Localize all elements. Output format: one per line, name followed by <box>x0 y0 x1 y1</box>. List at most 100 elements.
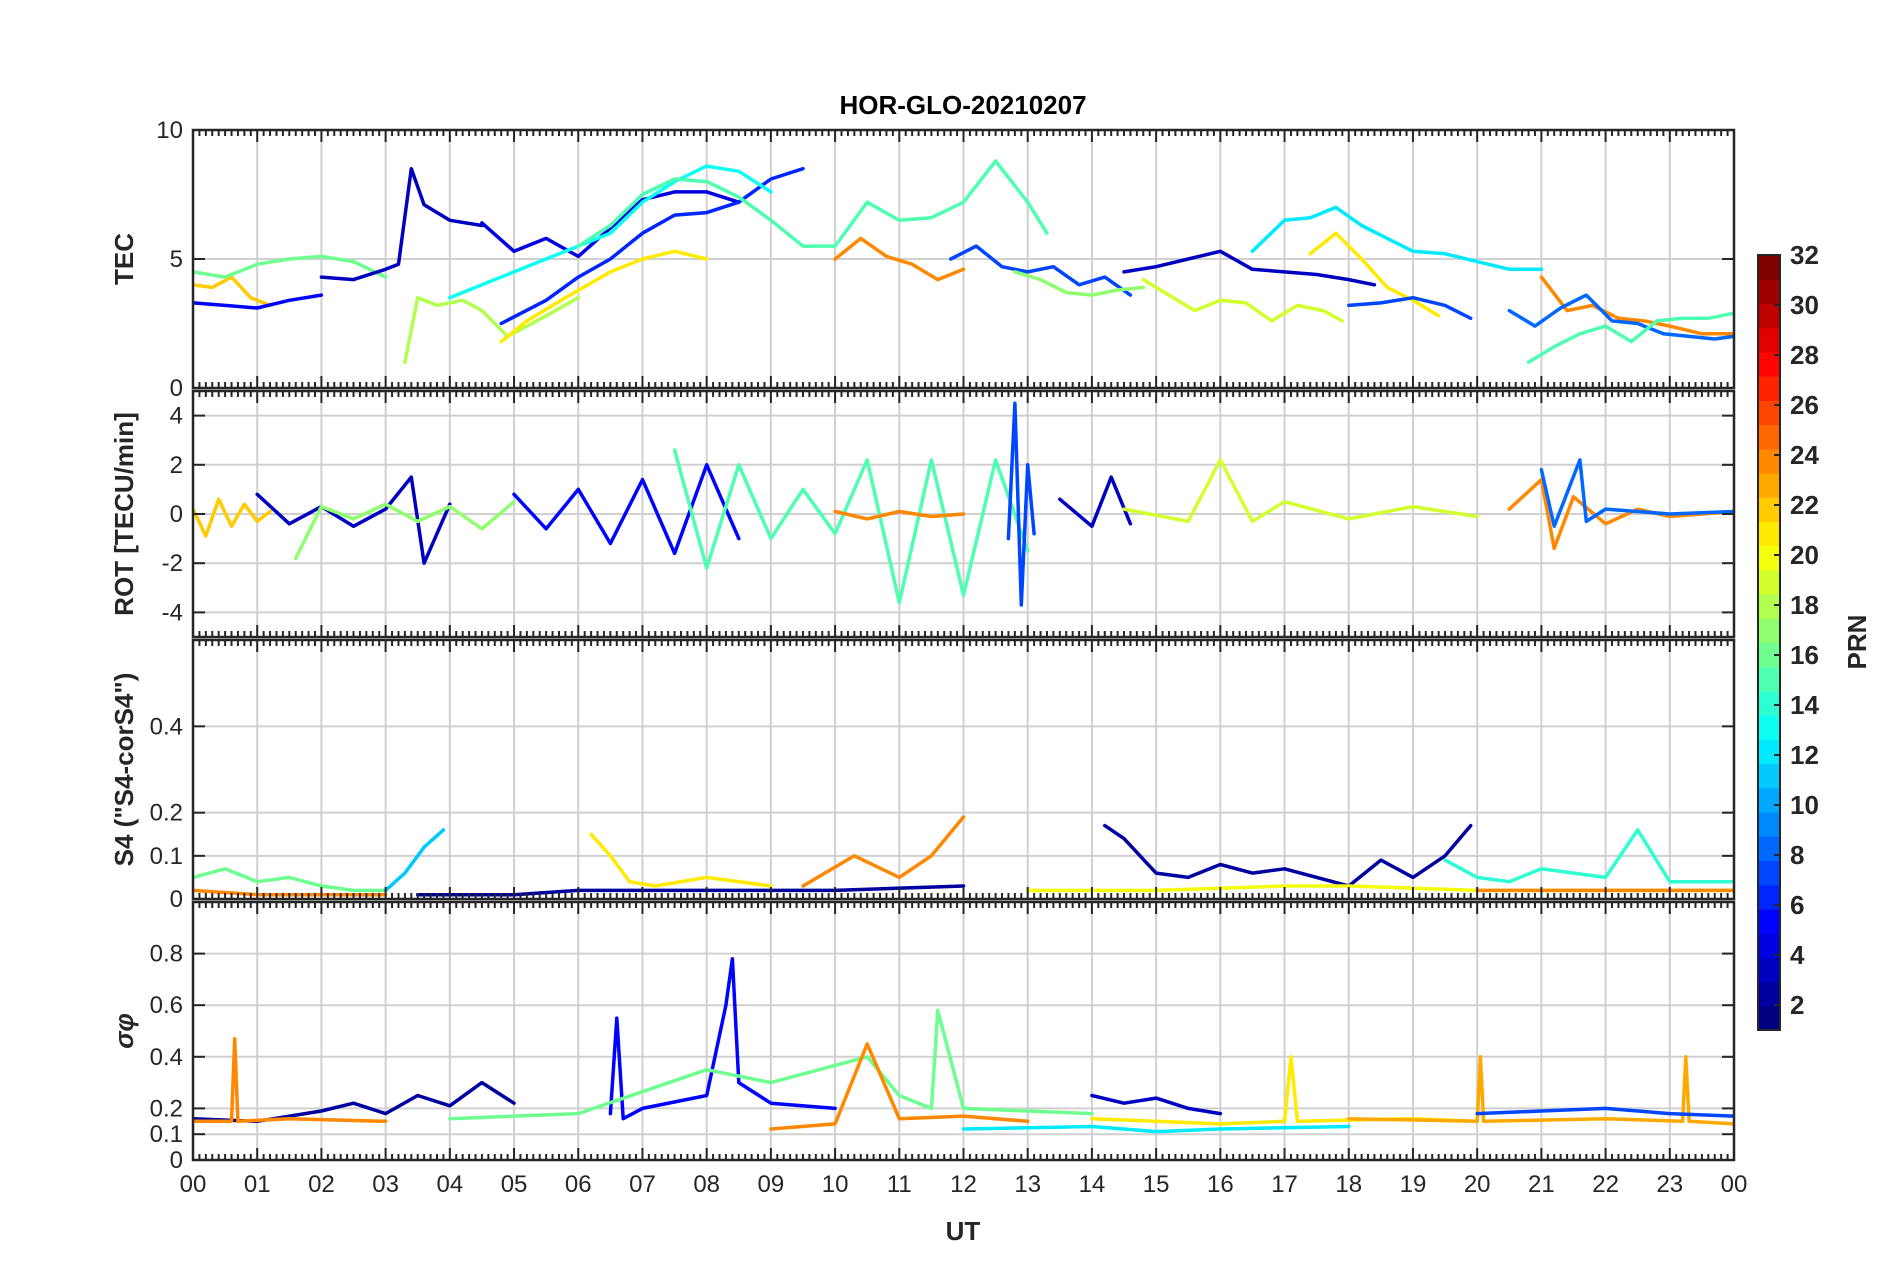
colorbar-segment <box>1758 255 1780 280</box>
series-prn-21 <box>1308 231 1441 318</box>
colorbar-segment <box>1758 884 1780 910</box>
x-tick-label: 19 <box>1400 1171 1427 1198</box>
x-tick-label: 02 <box>308 1171 335 1198</box>
panel-s4-frame <box>191 638 1736 901</box>
panel-sigma_phi-ytick-label: 0.6 <box>150 992 183 1019</box>
series-prn-7 <box>948 244 1133 297</box>
panel-sigma_phi-ytick-label: 0.8 <box>150 941 183 968</box>
panel-sigma_phi-ytick-label: 0.2 <box>150 1095 183 1122</box>
x-tick-label: 07 <box>629 1171 656 1198</box>
x-axis-title: UT <box>946 1216 981 1246</box>
x-tick-label: 03 <box>372 1171 399 1198</box>
x-tick-label: 15 <box>1143 1171 1170 1198</box>
series-prn-2 <box>1103 823 1473 888</box>
colorbar-segment <box>1758 908 1780 934</box>
colorbar-tick-label: 8 <box>1790 840 1804 870</box>
panel-s4-ytick-label: 0.1 <box>150 843 183 870</box>
colorbar-tick-label: 16 <box>1790 640 1819 670</box>
x-tick-label: 23 <box>1656 1171 1683 1198</box>
series-prn-23 <box>1347 1055 1734 1126</box>
panel-tec-ylabel: TEC <box>109 233 139 285</box>
colorbar-tick-label: 28 <box>1790 340 1819 370</box>
panel-rot-ytick-label: 4 <box>170 403 183 430</box>
colorbar-tick-label: 24 <box>1790 440 1819 470</box>
colorbar-segment <box>1758 545 1780 571</box>
panel-s4-ytick-label: 0.2 <box>150 800 183 827</box>
series-prn-21 <box>589 832 773 888</box>
series-prn-7 <box>1475 1106 1734 1118</box>
x-tick-label: 10 <box>822 1171 849 1198</box>
panel-tec-frame <box>191 128 1736 390</box>
colorbar-segment <box>1758 812 1780 837</box>
series-prn-5 <box>193 293 324 310</box>
colorbar-tick-label: 20 <box>1790 540 1819 570</box>
panel-s4-ytick-label: 0 <box>170 886 183 913</box>
series-prn-24 <box>193 1036 388 1124</box>
series-prn-22 <box>193 497 272 538</box>
panel-tec-ytick-label: 5 <box>170 246 183 273</box>
x-tick-label: 01 <box>244 1171 271 1198</box>
x-tick-label: 11 <box>887 1171 912 1198</box>
x-tick-label: 04 <box>436 1171 463 1198</box>
series-prn-16 <box>193 254 388 279</box>
panel-tec-ytick-label: 0 <box>170 375 183 402</box>
colorbar-segment <box>1758 279 1780 305</box>
panel-tec: 0 5 10 TEC <box>109 117 1736 402</box>
series-prn-5 <box>608 957 837 1121</box>
colorbar-segment <box>1758 981 1780 1007</box>
colorbar-segment <box>1758 1005 1780 1031</box>
series-prn-11 <box>383 828 446 893</box>
series-prn-21 <box>499 249 709 344</box>
x-tick-label: 08 <box>693 1171 720 1198</box>
x-tick-label: 00 <box>1721 1171 1748 1198</box>
colorbar-tick-label: 2 <box>1790 990 1804 1020</box>
colorbar-frame <box>1757 254 1781 1031</box>
colorbar-segment <box>1758 400 1780 426</box>
series-prn-22 <box>193 275 272 308</box>
series-prn-4 <box>480 190 741 259</box>
x-tick-label: 12 <box>950 1171 977 1198</box>
series-prn-19 <box>1122 458 1479 524</box>
colorbar-tick-label: 14 <box>1790 690 1819 720</box>
panel-rot-ytick-label: -2 <box>162 550 183 577</box>
panel-sigma_phi-frame <box>191 900 1736 1162</box>
x-tick-label: 00 <box>180 1171 207 1198</box>
colorbar-tick-label: 6 <box>1790 890 1804 920</box>
panel-rot-ytick-label: 2 <box>170 452 183 479</box>
colorbar-tick-label: 30 <box>1790 290 1819 320</box>
x-tick-label: 09 <box>758 1171 785 1198</box>
colorbar-segment <box>1758 497 1780 523</box>
colorbar-tick-label: 22 <box>1790 490 1819 520</box>
panel-s4-ylabel: S4 ("S4-corS4") <box>109 673 139 867</box>
colorbar-segment <box>1758 763 1780 789</box>
series-prn-15 <box>576 159 1049 248</box>
colorbar-segment <box>1758 303 1780 329</box>
colorbar-segment <box>1758 327 1780 353</box>
colorbar-segment <box>1758 642 1780 668</box>
colorbar-segment <box>1758 860 1780 886</box>
series-prn-17 <box>1013 270 1146 297</box>
colorbar-tick-label: 18 <box>1790 590 1819 620</box>
x-tick-label: 16 <box>1207 1171 1234 1198</box>
colorbar-segment <box>1758 472 1780 498</box>
colorbar-segment <box>1758 424 1780 450</box>
colorbar-segment <box>1758 521 1780 547</box>
colorbar-segment <box>1758 787 1780 813</box>
panel-sigma_phi-ytick-label: 0.4 <box>150 1044 183 1071</box>
series-prn-12 <box>1250 205 1544 272</box>
colorbar-segment <box>1758 376 1780 401</box>
panel-tec-series-group <box>193 159 1734 364</box>
panel-rot: -4 -2 0 2 4 ROT [TECU/min] <box>109 389 1736 639</box>
series-prn-12 <box>961 1124 1351 1134</box>
series-prn-17 <box>293 499 516 561</box>
colorbar-tick-label: 4 <box>1790 940 1805 970</box>
colorbar-tick-label: 12 <box>1790 740 1819 770</box>
series-prn-14 <box>1443 828 1734 884</box>
colorbar-segment <box>1758 351 1780 377</box>
series-prn-3 <box>1090 1093 1223 1116</box>
series-prn-3 <box>319 166 484 282</box>
colorbar-segment <box>1758 448 1780 474</box>
panel-rot-ytick-label: 0 <box>170 501 183 528</box>
panel-rot-frame <box>191 389 1736 639</box>
